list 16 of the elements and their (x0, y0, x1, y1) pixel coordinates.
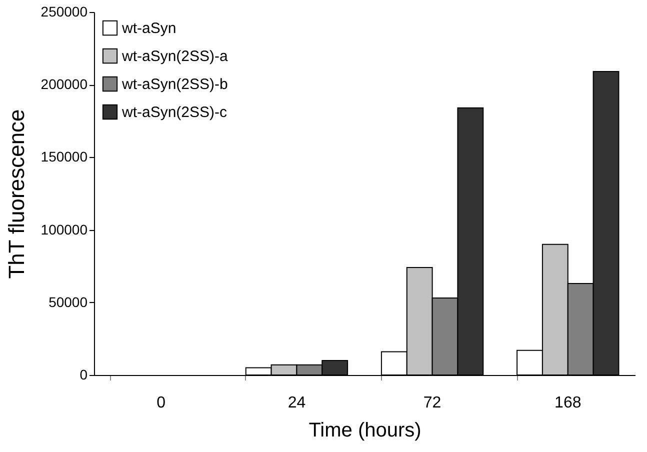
y-tick-label: 250000 (40, 4, 88, 20)
y-tick-label: 50000 (48, 294, 88, 310)
x-axis-title: Time (hours) (308, 420, 422, 442)
legend-label: wt-aSyn (121, 20, 176, 37)
legend-label: wt-aSyn(2SS)-c (121, 104, 228, 121)
y-tick-label: 0 (80, 366, 88, 382)
x-tick-label: 0 (156, 394, 166, 412)
legend-label: wt-aSyn(2SS)-b (121, 76, 228, 93)
x-tick-label: 72 (423, 394, 442, 412)
x-tick-label: 168 (554, 394, 582, 412)
y-tick-label: 100000 (40, 221, 88, 238)
y-axis-title: ThT fluorescence (4, 109, 29, 279)
legend-label: wt-aSyn(2SS)-a (121, 48, 229, 65)
x-tick-label: 24 (288, 394, 306, 412)
y-tick-label: 200000 (40, 76, 88, 92)
y-tick-label: 150000 (40, 148, 88, 165)
